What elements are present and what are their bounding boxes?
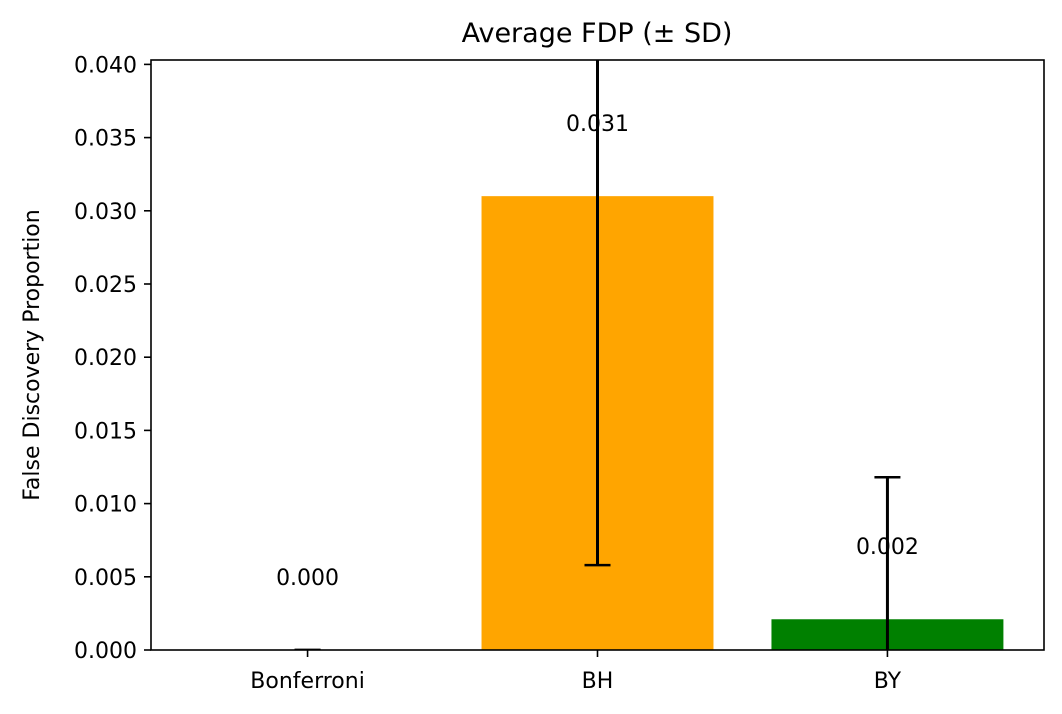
y-tick-label: 0.015 [74, 419, 137, 444]
y-tick-label: 0.035 [74, 127, 137, 152]
y-tick-label: 0.005 [74, 566, 137, 591]
data-label: 0.002 [856, 535, 919, 560]
y-tick-label: 0.020 [74, 346, 137, 371]
x-tick-label: BH [582, 669, 614, 694]
y-tick-label: 0.010 [74, 493, 137, 518]
y-tick-label: 0.040 [74, 53, 137, 78]
data-label: 0.000 [276, 566, 339, 591]
plot-frame [150, 59, 1045, 651]
y-tick-label: 0.000 [74, 639, 137, 664]
chart-title: Average FDP (± SD) [462, 18, 733, 49]
y-tick-label: 0.025 [74, 273, 137, 298]
x-tick-label: BY [874, 669, 902, 694]
x-tick-label: Bonferroni [250, 669, 365, 694]
y-axis-label: False Discovery Proportion [20, 209, 45, 500]
y-tick-label: 0.030 [74, 200, 137, 225]
data-label: 0.031 [566, 112, 629, 137]
